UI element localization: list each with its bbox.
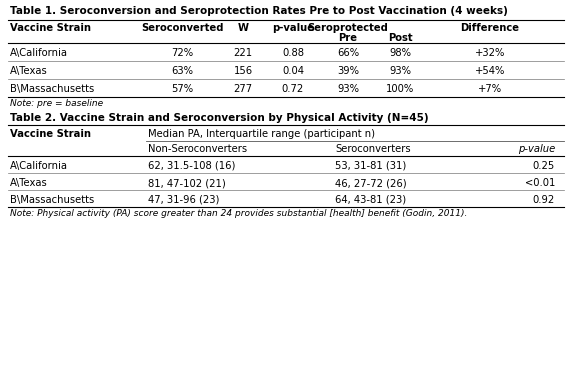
Text: p-value: p-value bbox=[272, 23, 314, 33]
Text: +32%: +32% bbox=[475, 48, 505, 58]
Text: Median PA, Interquartile range (participant n): Median PA, Interquartile range (particip… bbox=[148, 129, 375, 139]
Text: Seroconverters: Seroconverters bbox=[335, 144, 411, 154]
Text: A\California: A\California bbox=[10, 161, 68, 171]
Text: 72%: 72% bbox=[171, 48, 193, 58]
Text: A\California: A\California bbox=[10, 48, 68, 58]
Text: 0.04: 0.04 bbox=[282, 66, 304, 76]
Text: B\Massachusetts: B\Massachusetts bbox=[10, 84, 94, 94]
Text: 0.88: 0.88 bbox=[282, 48, 304, 58]
Text: 277: 277 bbox=[233, 84, 253, 94]
Text: Post: Post bbox=[388, 33, 412, 43]
Text: Seroprotected: Seroprotected bbox=[308, 23, 388, 33]
Text: 98%: 98% bbox=[389, 48, 411, 58]
Text: 0.25: 0.25 bbox=[533, 161, 555, 171]
Text: +54%: +54% bbox=[475, 66, 505, 76]
Text: p-value: p-value bbox=[518, 144, 555, 154]
Text: Seroconverted: Seroconverted bbox=[141, 23, 223, 33]
Text: 47, 31-96 (23): 47, 31-96 (23) bbox=[148, 195, 220, 205]
Text: 0.92: 0.92 bbox=[533, 195, 555, 205]
Text: Vaccine Strain: Vaccine Strain bbox=[10, 23, 91, 33]
Text: <0.01: <0.01 bbox=[525, 178, 555, 188]
Text: A\Texas: A\Texas bbox=[10, 178, 47, 188]
Text: B\Massachusetts: B\Massachusetts bbox=[10, 195, 94, 205]
Text: 81, 47-102 (21): 81, 47-102 (21) bbox=[148, 178, 226, 188]
Text: 0.72: 0.72 bbox=[282, 84, 304, 94]
Text: 57%: 57% bbox=[171, 84, 193, 94]
Text: W: W bbox=[237, 23, 248, 33]
Text: 93%: 93% bbox=[389, 66, 411, 76]
Text: 156: 156 bbox=[233, 66, 253, 76]
Text: Table 2. Vaccine Strain and Seroconversion by Physical Activity (N=45): Table 2. Vaccine Strain and Seroconversi… bbox=[10, 113, 428, 123]
Text: 53, 31-81 (31): 53, 31-81 (31) bbox=[335, 161, 406, 171]
Text: Difference: Difference bbox=[460, 23, 519, 33]
Text: +7%: +7% bbox=[478, 84, 502, 94]
Text: 46, 27-72 (26): 46, 27-72 (26) bbox=[335, 178, 407, 188]
Text: 93%: 93% bbox=[337, 84, 359, 94]
Text: Table 1. Seroconversion and Seroprotection Rates Pre to Post Vaccination (4 week: Table 1. Seroconversion and Seroprotecti… bbox=[10, 6, 508, 16]
Text: 66%: 66% bbox=[337, 48, 359, 58]
Text: Note: Physical activity (PA) score greater than 24 provides substantial [health]: Note: Physical activity (PA) score great… bbox=[10, 209, 467, 218]
Text: 64, 43-81 (23): 64, 43-81 (23) bbox=[335, 195, 406, 205]
Text: 100%: 100% bbox=[386, 84, 414, 94]
Text: Note: pre = baseline: Note: pre = baseline bbox=[10, 99, 103, 108]
Text: Pre: Pre bbox=[339, 33, 358, 43]
Text: 62, 31.5-108 (16): 62, 31.5-108 (16) bbox=[148, 161, 235, 171]
Text: 63%: 63% bbox=[171, 66, 193, 76]
Text: 221: 221 bbox=[233, 48, 253, 58]
Text: 39%: 39% bbox=[337, 66, 359, 76]
Text: Non-Seroconverters: Non-Seroconverters bbox=[148, 144, 247, 154]
Text: A\Texas: A\Texas bbox=[10, 66, 47, 76]
Text: Vaccine Strain: Vaccine Strain bbox=[10, 129, 91, 139]
